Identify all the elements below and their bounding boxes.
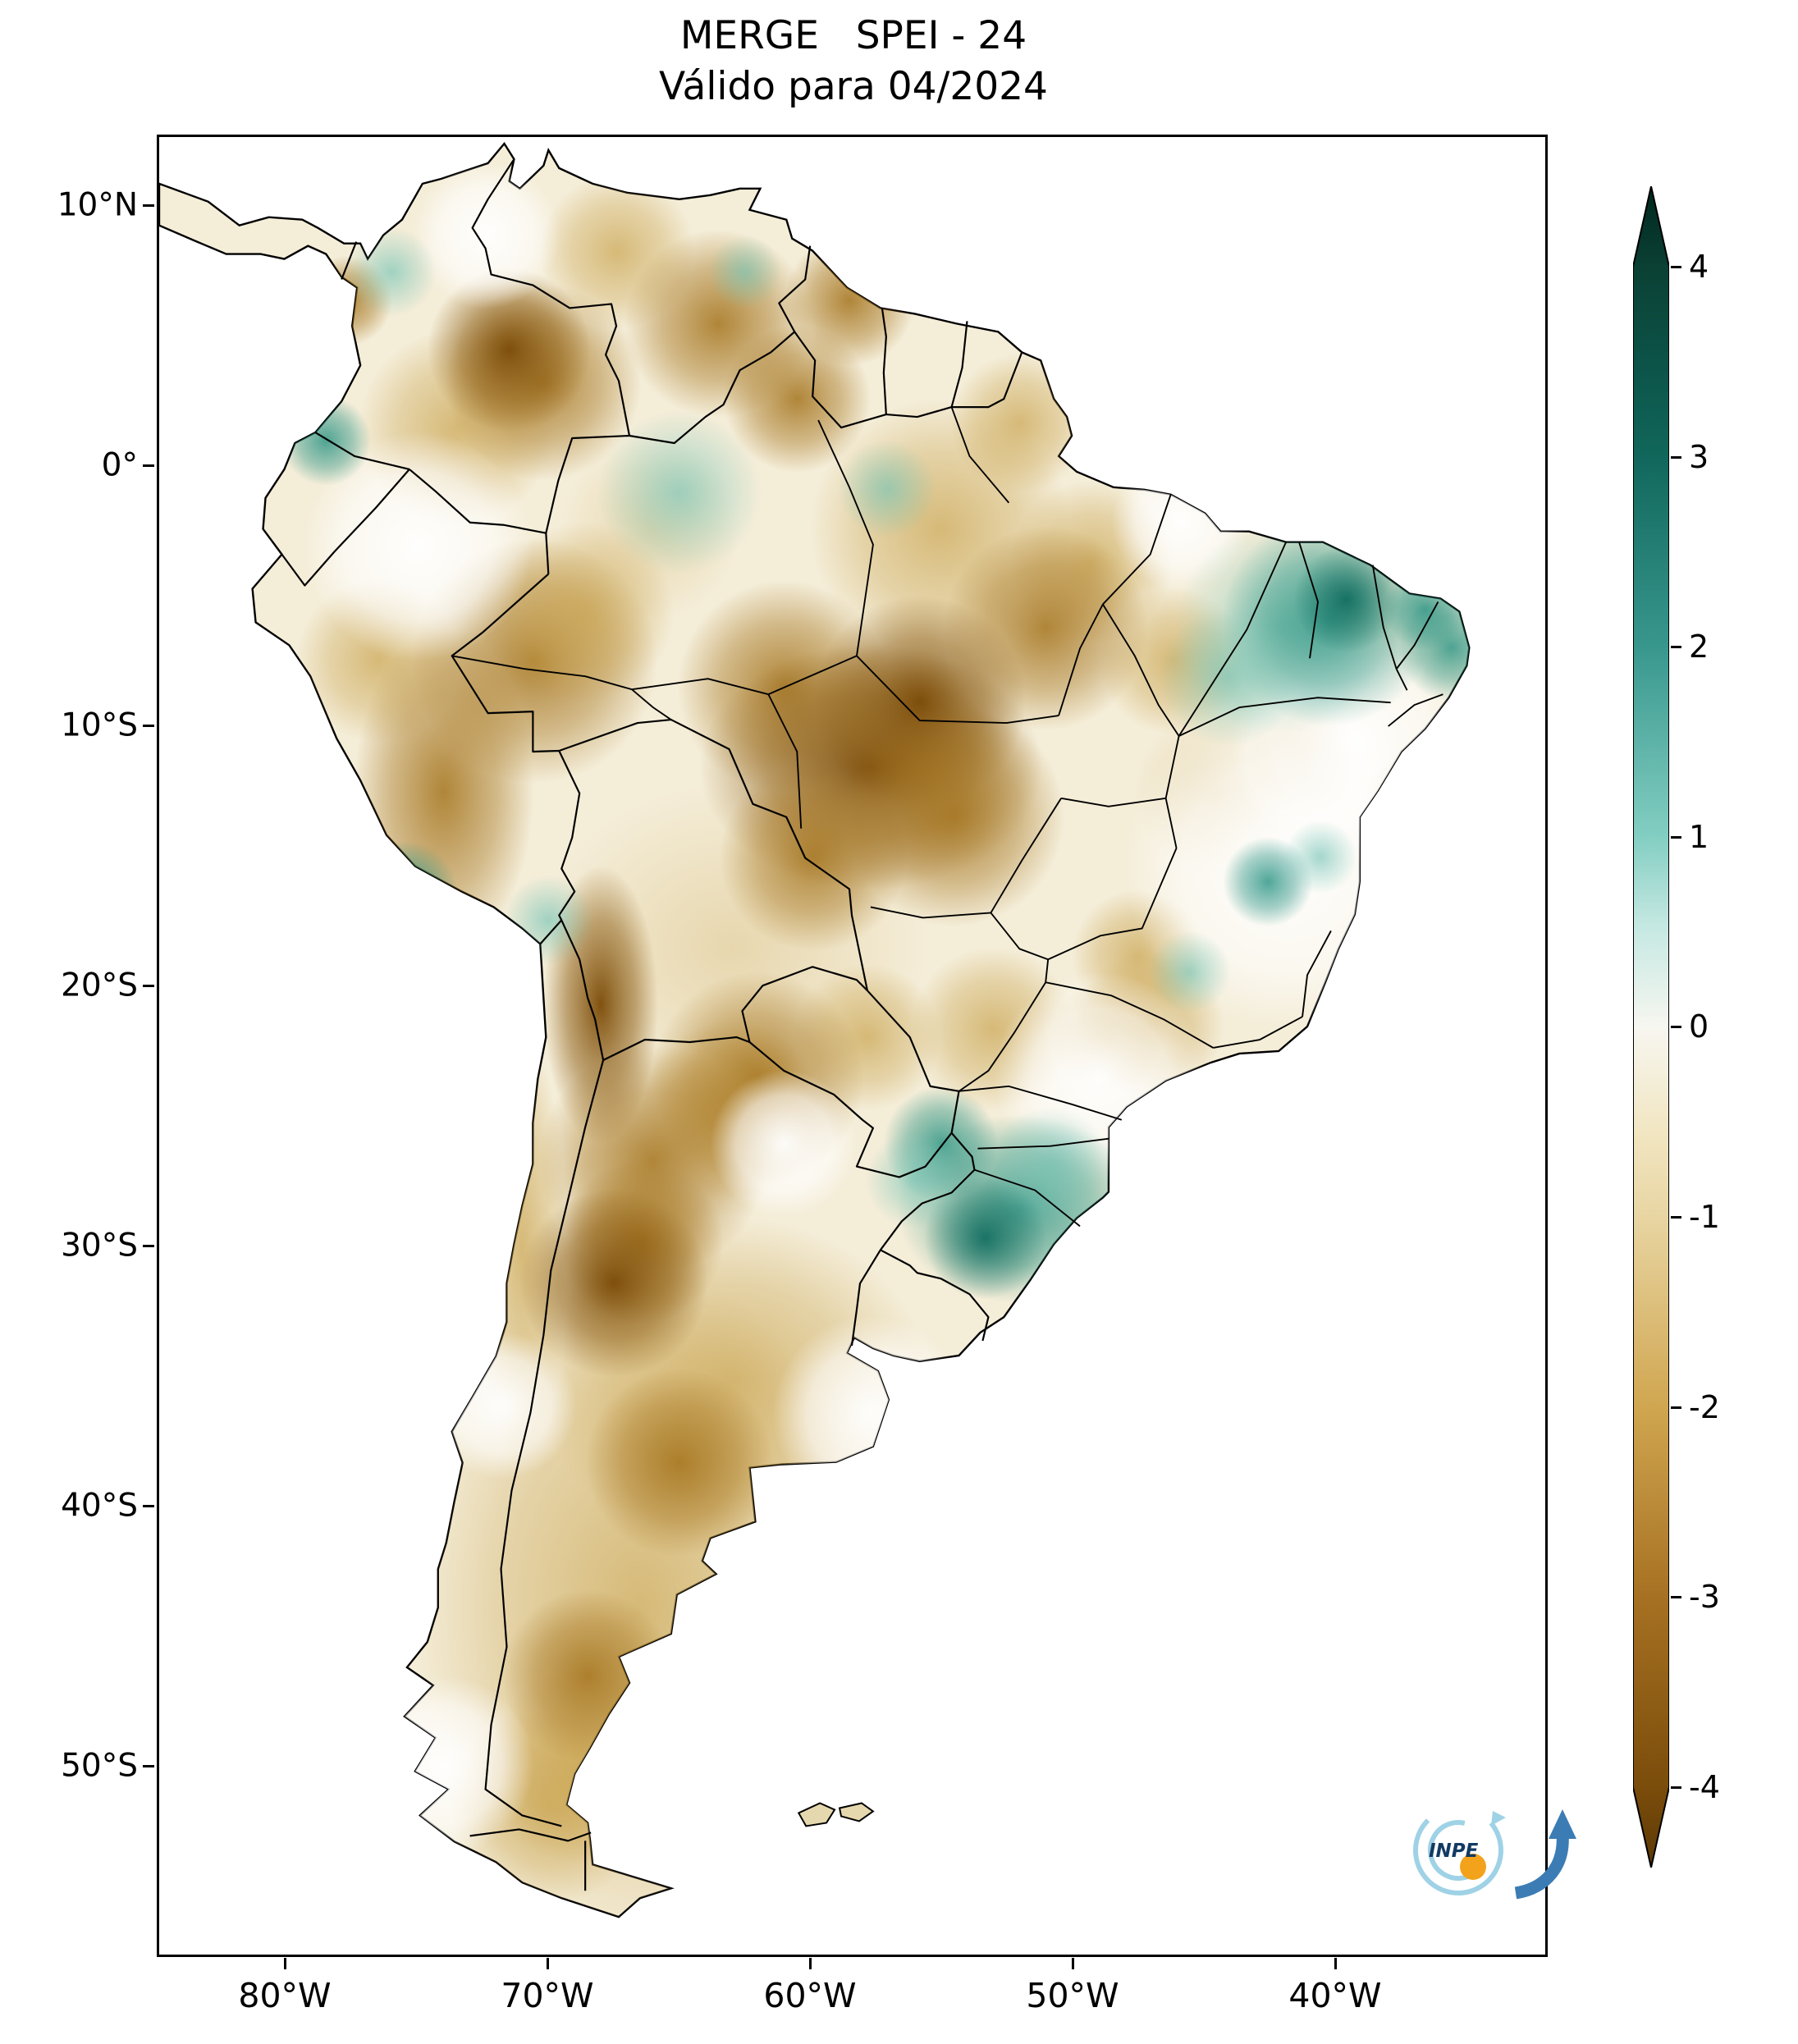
inpe-orange-dot	[1460, 1854, 1486, 1880]
spei-raster-layer	[281, 161, 1470, 1918]
lat-tick-label: 20°S	[61, 967, 138, 1004]
colorbar-tick-mark	[1671, 1406, 1681, 1409]
colorbar-tick-label: 4	[1689, 249, 1709, 285]
lat-tick-label: 0°	[101, 446, 138, 484]
colorbar-tick-mark	[1671, 1216, 1681, 1219]
lon-tick-label: 60°W	[763, 1976, 857, 2015]
lat-tick-mark	[143, 204, 154, 207]
colorbar-tick-label: -2	[1689, 1389, 1720, 1425]
lon-tick-mark	[1072, 1958, 1074, 1969]
colorbar-tick-label: -3	[1689, 1579, 1720, 1615]
lon-tick-mark	[284, 1958, 286, 1969]
lon-tick-mark	[1334, 1958, 1337, 1969]
south-america-map	[159, 141, 1471, 1918]
colorbar-tick-label: -4	[1689, 1769, 1720, 1805]
lat-tick-label: 10°N	[57, 186, 138, 224]
lon-tick-label: 40°W	[1288, 1976, 1382, 2015]
inpe-blue-arrow	[1514, 1809, 1576, 1900]
falkland-islands	[797, 1802, 875, 1827]
colorbar-tick-mark	[1671, 646, 1681, 648]
lat-tick-mark	[143, 464, 154, 467]
map-plot-area: INPE	[157, 135, 1576, 1957]
lon-tick-mark	[547, 1958, 549, 1969]
lat-tick-mark	[143, 1245, 154, 1247]
colorbar-tick-label: 1	[1689, 819, 1709, 855]
inpe-logo-text: INPE	[1429, 1841, 1479, 1862]
lon-tick-label: 50°W	[1026, 1976, 1119, 2015]
inpe-logo: INPE	[1394, 1795, 1587, 1905]
colorbar-gradient	[1632, 185, 1670, 1868]
colorbar-tick-label: -1	[1689, 1199, 1720, 1235]
lat-tick-mark	[143, 985, 154, 987]
colorbar-tick-mark	[1671, 1026, 1681, 1028]
state-borders	[451, 406, 1443, 1228]
map-subtitle: Válido para 04/2024	[659, 64, 1048, 109]
colorbar-tick-mark	[1671, 1786, 1681, 1789]
lat-tick-label: 30°S	[61, 1227, 138, 1264]
map-title: MERGE SPEI - 24	[679, 13, 1027, 58]
colorbar-tick-label: 2	[1689, 629, 1709, 665]
colorbar-tick-mark	[1671, 456, 1681, 459]
lat-tick-mark	[143, 1505, 154, 1507]
colorbar	[1632, 185, 1670, 1868]
colorbar-tick-mark	[1671, 266, 1681, 268]
inpe-logo-graphic: INPE	[1413, 1805, 1576, 1900]
colorbar-tick-label: 3	[1689, 439, 1709, 475]
lat-tick-label: 10°S	[61, 706, 138, 744]
country-borders	[281, 158, 1023, 1891]
lon-tick-mark	[809, 1958, 812, 1969]
colorbar-tick-label: 0	[1689, 1008, 1709, 1045]
lat-tick-label: 40°S	[61, 1487, 138, 1525]
colorbar-tick-mark	[1671, 836, 1681, 839]
lat-tick-label: 50°S	[61, 1747, 138, 1785]
colorbar-tick-mark	[1671, 1596, 1681, 1598]
lat-tick-mark	[143, 1765, 154, 1767]
lon-tick-label: 70°W	[501, 1976, 594, 2015]
lon-tick-label: 80°W	[238, 1976, 332, 2015]
lat-tick-mark	[143, 725, 154, 727]
